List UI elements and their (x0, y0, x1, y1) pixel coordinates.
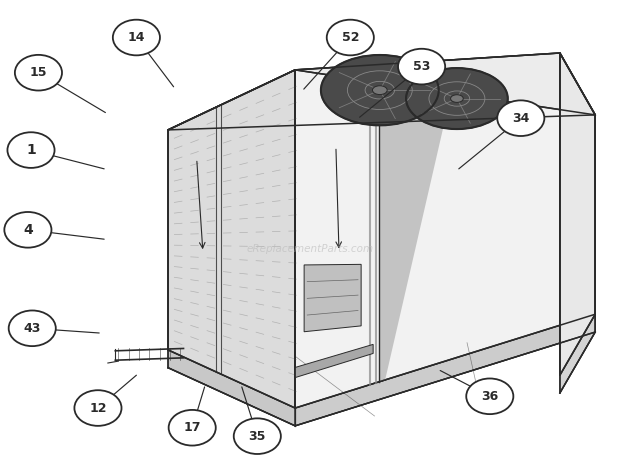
Circle shape (15, 55, 62, 91)
Polygon shape (168, 53, 595, 130)
Polygon shape (304, 265, 361, 332)
Circle shape (327, 20, 374, 55)
Polygon shape (560, 314, 595, 393)
Circle shape (4, 212, 51, 248)
Text: 4: 4 (23, 223, 33, 237)
Text: 15: 15 (30, 66, 47, 79)
Polygon shape (295, 70, 595, 408)
Ellipse shape (373, 86, 387, 95)
Circle shape (7, 132, 55, 168)
Circle shape (497, 100, 544, 136)
Circle shape (398, 49, 445, 84)
Text: 36: 36 (481, 390, 498, 403)
Text: eReplacementParts.com: eReplacementParts.com (246, 243, 374, 254)
Circle shape (466, 378, 513, 414)
Circle shape (234, 418, 281, 454)
Polygon shape (379, 83, 451, 382)
Text: 53: 53 (413, 60, 430, 73)
Text: 35: 35 (249, 430, 266, 443)
Polygon shape (295, 344, 373, 378)
Ellipse shape (321, 55, 439, 125)
Text: 12: 12 (89, 401, 107, 415)
Polygon shape (295, 314, 595, 426)
Text: 14: 14 (128, 31, 145, 44)
Text: 43: 43 (24, 322, 41, 335)
Polygon shape (168, 350, 295, 426)
Text: 52: 52 (342, 31, 359, 44)
Ellipse shape (451, 95, 463, 102)
Polygon shape (168, 70, 295, 408)
Circle shape (9, 310, 56, 346)
Text: 34: 34 (512, 112, 529, 125)
Circle shape (169, 410, 216, 446)
Text: 17: 17 (184, 421, 201, 434)
Text: 1: 1 (26, 143, 36, 157)
Polygon shape (560, 53, 595, 375)
Circle shape (113, 20, 160, 55)
Circle shape (74, 390, 122, 426)
Ellipse shape (406, 68, 508, 129)
